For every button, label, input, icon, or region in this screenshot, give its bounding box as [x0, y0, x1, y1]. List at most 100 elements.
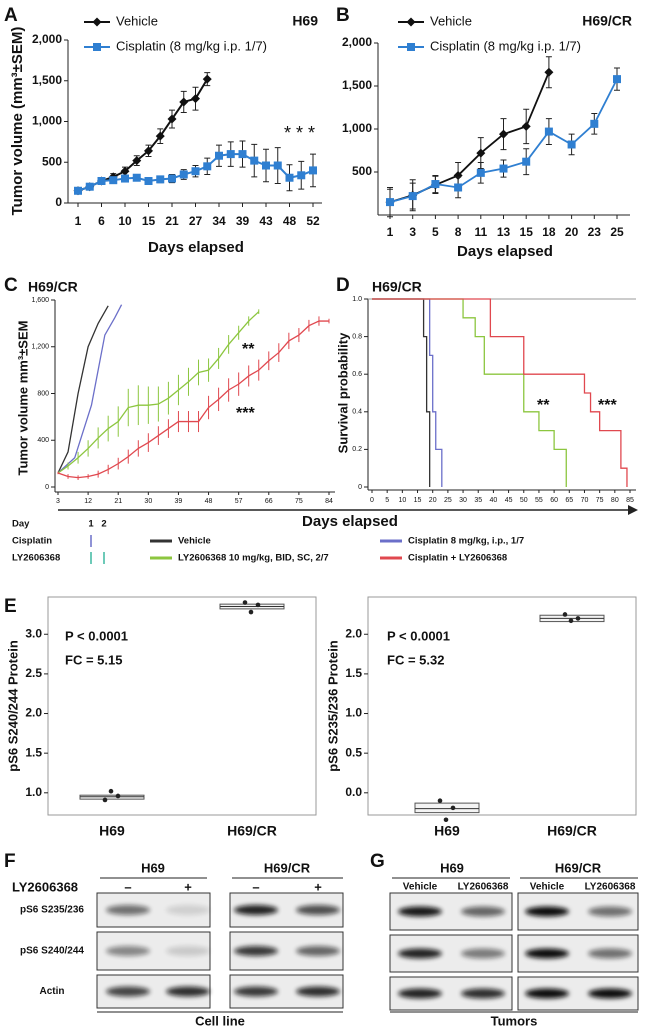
data-point: [156, 175, 165, 184]
x-tick-label: 10: [118, 214, 132, 228]
series-line: [57, 320, 329, 479]
chart-title: H69: [292, 13, 318, 29]
panel-label: E: [4, 596, 17, 617]
y-tick-label: 1,500: [32, 73, 62, 87]
chart-title: H69/CR: [582, 13, 632, 29]
data-point: [568, 618, 574, 624]
data-point: [450, 805, 456, 811]
data-point: [179, 170, 188, 179]
group-label: H69/CR: [264, 860, 311, 875]
blot-band: [296, 946, 340, 956]
y-tick-label: 1,200: [31, 344, 49, 351]
schedule-day: 2: [101, 519, 106, 530]
x-tick-label: 50: [520, 497, 528, 504]
y-tick-label: 0.4: [352, 409, 362, 416]
box: [414, 802, 480, 814]
x-tick-label: 25: [610, 225, 624, 239]
x-tick-label: 48: [205, 498, 213, 505]
row-label: pS6 S240/244: [20, 946, 84, 957]
y-tick-label: 1,600: [31, 297, 49, 304]
legend-marker: [92, 17, 102, 27]
x-tick-label: 35: [474, 497, 482, 504]
lane-label: –: [124, 879, 131, 894]
data-point: [144, 176, 153, 185]
annotation: **: [242, 341, 255, 358]
blot-band: [106, 905, 150, 915]
data-point: [297, 171, 306, 180]
blot-band: [588, 906, 632, 917]
y-tick-label: 500: [42, 154, 62, 168]
x-tick-label: 48: [283, 214, 297, 228]
data-point: [544, 127, 553, 136]
blot-band: [166, 905, 210, 915]
blot-band: [398, 906, 442, 917]
y-axis-label: Tumor volume (mm³±SEM): [9, 27, 26, 216]
blot-band: [588, 988, 632, 999]
annotation: FC = 5.15: [65, 652, 122, 667]
y-tick-label: 1.0: [25, 785, 42, 799]
x-tick-label: 80: [611, 497, 619, 504]
legend-label: Cisplatin + LY2606368: [408, 553, 507, 564]
x-tick-label: 39: [236, 214, 250, 228]
x-tick-label: 15: [414, 497, 422, 504]
survival-curve: [372, 298, 567, 487]
x-tick-label: 8: [455, 225, 462, 239]
data-point: [242, 600, 248, 605]
x-tick-label: H69: [434, 823, 460, 839]
y-tick-label: 1.0: [345, 706, 362, 720]
legend-label: Vehicle: [430, 13, 472, 28]
legend-label: LY2606368 10 mg/kg, BID, SC, 2/7: [178, 553, 329, 564]
legend-label: Cisplatin (8 mg/kg i.p. 1/7): [116, 38, 267, 53]
y-tick-label: 0: [358, 484, 362, 491]
x-tick-label: 23: [588, 225, 602, 239]
row-label: pS6 S235/236: [20, 905, 84, 916]
x-tick-label: 40: [490, 497, 498, 504]
x-tick-label: 11: [474, 225, 487, 239]
data-point: [590, 119, 599, 128]
lane-label: LY2606368: [585, 882, 636, 893]
data-point: [408, 192, 417, 201]
data-point: [437, 798, 443, 804]
y-tick-label: 1.5: [345, 666, 362, 680]
footer-label: Cell line: [195, 1013, 245, 1027]
shared-x-axis-label: Days elapsed: [302, 513, 398, 530]
x-tick-label: 12: [84, 498, 92, 505]
annotation: FC = 5.32: [387, 652, 444, 667]
x-tick-label: 66: [265, 498, 273, 505]
blot-band: [234, 986, 278, 997]
data-point: [132, 156, 142, 166]
x-tick-label: 27: [189, 214, 203, 228]
schedule-drug: Cisplatin: [12, 536, 52, 547]
x-tick-label: 65: [565, 497, 573, 504]
x-tick-label: 60: [550, 497, 558, 504]
blot-band: [525, 948, 569, 959]
data-point: [108, 788, 114, 794]
data-point: [285, 173, 294, 182]
x-tick-label: 13: [497, 225, 511, 239]
data-point: [521, 121, 531, 131]
y-tick-label: 0.2: [352, 446, 362, 453]
data-point: [262, 161, 270, 170]
x-tick-label: 30: [144, 498, 152, 505]
x-tick-label: 52: [306, 214, 320, 228]
schedule-day: 1: [88, 519, 94, 530]
series-line: [57, 305, 109, 474]
y-tick-label: 2,000: [342, 35, 372, 49]
lane-label: –: [252, 879, 259, 894]
x-axis-label: Days elapsed: [148, 239, 244, 256]
x-axis-label: Days elapsed: [457, 243, 553, 260]
annotation: P < 0.0001: [65, 628, 128, 643]
series-line: [389, 71, 550, 203]
y-tick-label: 800: [37, 390, 49, 397]
data-point: [613, 75, 621, 84]
data-point: [85, 182, 94, 191]
chart-title: H69/CR: [372, 279, 422, 295]
annotation: ***: [598, 397, 617, 414]
schedule-title: Day: [12, 519, 30, 530]
data-point: [476, 168, 485, 177]
data-point: [499, 129, 508, 139]
x-tick-label: 34: [212, 214, 226, 228]
blot-band: [106, 986, 150, 997]
y-axis-label: Tumor volume mm³±SEM: [15, 321, 30, 476]
y-tick-label: 2.0: [345, 626, 362, 640]
